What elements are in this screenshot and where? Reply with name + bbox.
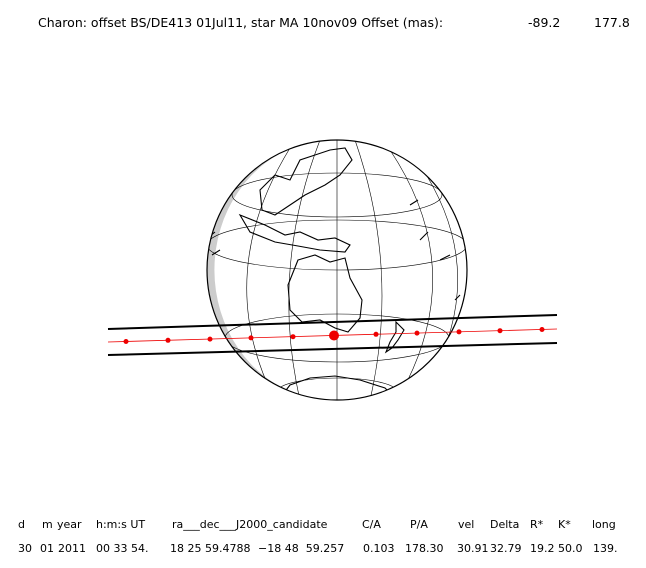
table-cell: 30: [18, 542, 32, 555]
table-cell: 0.103: [363, 542, 395, 555]
table-cell: 50.0: [558, 542, 583, 555]
table-cell: −18 48 59.257: [258, 542, 344, 555]
table-cell: 30.91: [457, 542, 489, 555]
table-cell: 32.79: [490, 542, 522, 555]
column-header: R*: [530, 518, 544, 531]
column-header: vel: [458, 518, 474, 531]
table-cell: 01: [40, 542, 54, 555]
column-header: P/A: [410, 518, 428, 531]
table-cell: 178.30: [405, 542, 444, 555]
title: Charon: offset BS/DE413 01Jul11, star MA…: [38, 15, 443, 30]
offset-y: 177.8: [594, 15, 630, 30]
north-limit: [107, 314, 558, 330]
table-cell: 139.: [593, 542, 618, 555]
event-table: d m year h:m:s UT ra___dec___J2000_candidate…: [18, 518, 618, 555]
time-ticks: [123, 327, 545, 344]
column-header: ra___dec___J2000_candidate: [172, 518, 328, 531]
column-header: C/A: [362, 518, 381, 531]
column-header: h:m:s UT: [96, 518, 145, 531]
column-header: d: [18, 518, 25, 531]
shadow-path: [107, 314, 558, 356]
column-header: K*: [558, 518, 571, 531]
table-cell: 2011: [58, 542, 86, 555]
south-limit: [107, 342, 558, 356]
offset-x: -89.2: [528, 15, 560, 30]
table-cell: 19.2: [530, 542, 555, 555]
globe: [206, 139, 468, 401]
table-cell: 00 33 54.: [96, 542, 148, 555]
column-header: year: [57, 518, 82, 531]
column-header: long: [592, 518, 616, 531]
column-header: m: [42, 518, 53, 531]
column-header: Delta: [490, 518, 519, 531]
table-cell: 18 25 59.4788: [170, 542, 250, 555]
